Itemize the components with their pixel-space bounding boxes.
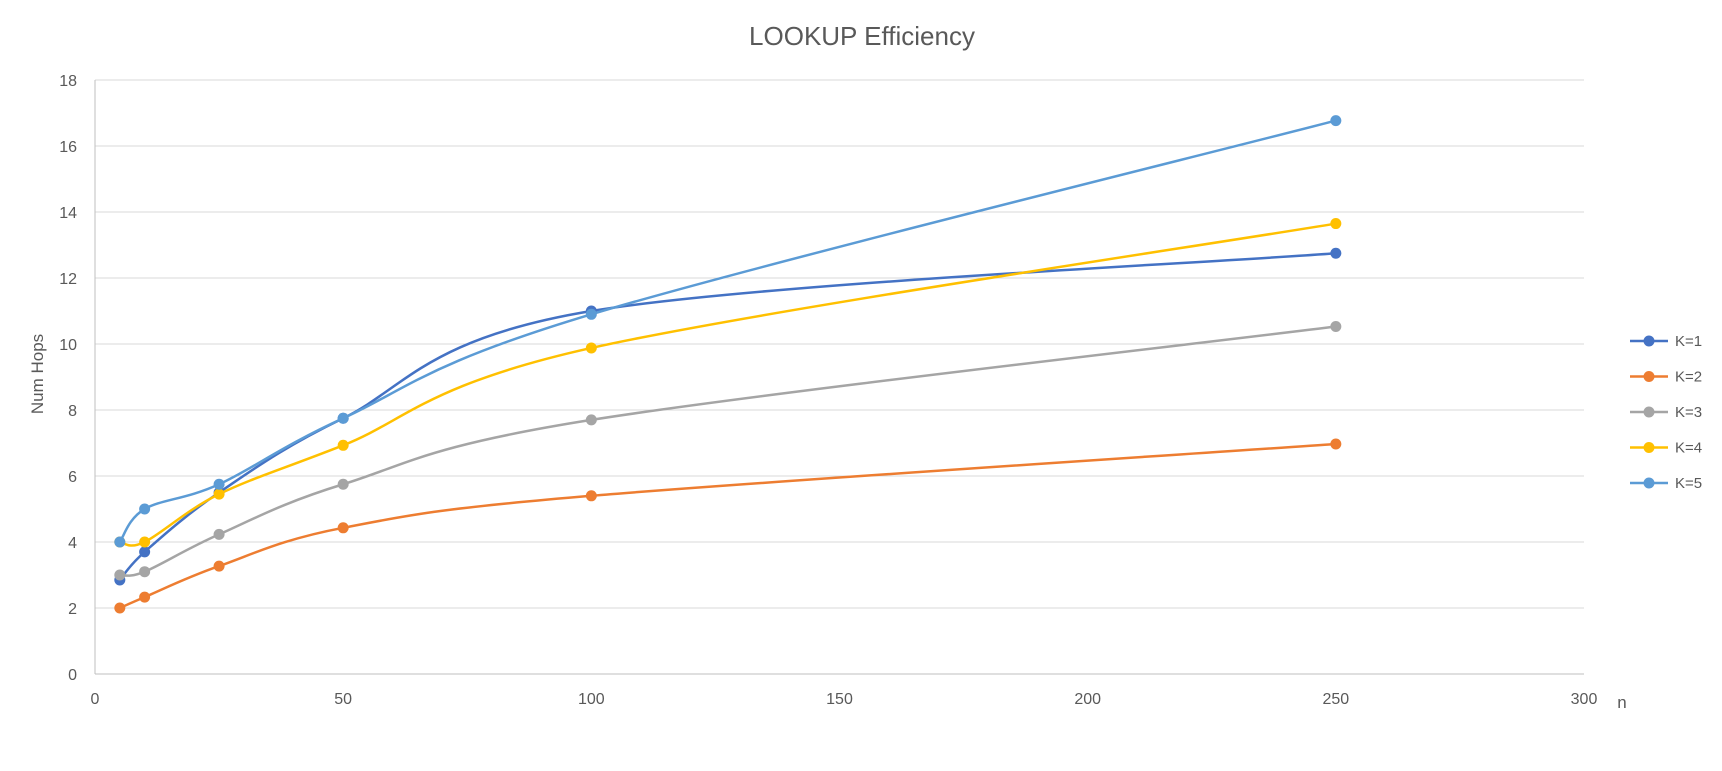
data-point (1330, 438, 1342, 450)
series-k-2 (114, 438, 1342, 614)
axes: 0 2 4 6 8 10 12 14 16 18 0 50 100 150 200 250 300 (59, 73, 1597, 708)
gridlines (95, 79, 1584, 675)
legend-label: K=1 (1675, 333, 1702, 350)
y-tick-label: 14 (59, 205, 77, 222)
legend-item: K=1 (1630, 333, 1702, 350)
data-point (139, 591, 151, 603)
data-point (213, 488, 225, 500)
legend-label: K=5 (1675, 475, 1702, 492)
data-point (1330, 218, 1342, 230)
legend-swatch-marker (1643, 406, 1655, 418)
x-tick-label: 150 (826, 691, 853, 708)
data-point (114, 569, 126, 581)
legend-item: K=2 (1630, 369, 1702, 386)
data-point (337, 412, 349, 424)
legend-item: K=3 (1630, 404, 1702, 421)
data-point (337, 478, 349, 490)
data-point (585, 414, 597, 426)
data-point (585, 342, 597, 354)
y-tick-label: 18 (59, 73, 77, 90)
y-tick-label: 0 (68, 667, 77, 684)
data-point (114, 602, 126, 614)
data-point (1330, 115, 1342, 127)
legend-label: K=3 (1675, 404, 1702, 421)
data-point (114, 536, 126, 548)
y-axis-title: Num Hops (28, 334, 47, 414)
data-point (1330, 321, 1342, 333)
y-tick-label: 16 (59, 139, 77, 156)
data-point (585, 490, 597, 502)
y-tick-label: 12 (59, 271, 77, 288)
data-point (213, 478, 225, 490)
series-line (118, 252, 1336, 581)
x-tick-label: 300 (1571, 691, 1598, 708)
x-tick-label: 0 (91, 691, 100, 708)
series-group (114, 115, 1342, 614)
data-point (337, 439, 349, 451)
data-point (139, 546, 151, 558)
data-point (139, 536, 151, 548)
series-k-1 (114, 247, 1342, 586)
x-tick-label: 100 (578, 691, 605, 708)
series-line (119, 222, 1337, 547)
data-point (1330, 247, 1342, 259)
legend-swatch-marker (1643, 371, 1655, 382)
y-tick-label: 4 (68, 535, 77, 552)
legend-item: K=4 (1630, 440, 1702, 457)
y-tick-label: 6 (68, 469, 77, 486)
series-line (119, 325, 1336, 577)
data-point (139, 566, 151, 578)
series-k-4 (114, 218, 1342, 548)
legend: K=1 K=2 K=3 K=4 K=5 (1630, 333, 1702, 492)
data-point (585, 308, 597, 320)
legend-item: K=5 (1630, 475, 1702, 492)
series-k-3 (114, 321, 1342, 581)
x-axis-title: n (1617, 693, 1626, 712)
data-point (213, 528, 225, 540)
legend-swatch-marker (1643, 477, 1655, 489)
legend-label: K=4 (1675, 440, 1702, 457)
legend-label: K=2 (1675, 369, 1702, 386)
data-point (139, 503, 151, 515)
legend-swatch-marker (1643, 442, 1655, 453)
data-point (337, 522, 349, 534)
legend-swatch-marker (1643, 335, 1655, 347)
x-tick-label: 200 (1074, 691, 1101, 708)
x-tick-label: 50 (334, 691, 352, 708)
x-tick-label: 250 (1322, 691, 1349, 708)
series-k-5 (114, 115, 1342, 548)
series-line (119, 442, 1336, 610)
y-tick-label: 10 (59, 337, 77, 354)
data-point (213, 560, 225, 572)
chart-title: LOOKUP Efficiency (749, 21, 975, 51)
y-tick-label: 8 (68, 403, 77, 420)
series-line (118, 119, 1337, 543)
y-tick-label: 2 (68, 601, 77, 618)
